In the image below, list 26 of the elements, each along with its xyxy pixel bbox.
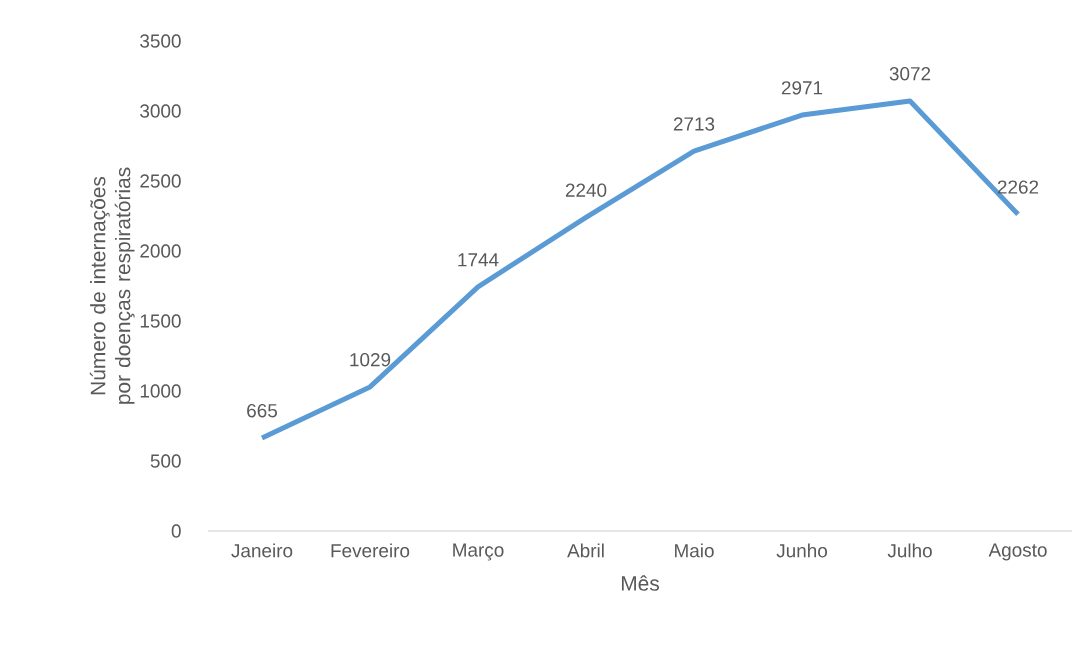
data-label: 1744	[458, 253, 499, 267]
data-label: 665	[247, 403, 277, 418]
x-tick-label: Agosto	[988, 543, 1047, 561]
y-axis-title: Número de internações por doenças respiratórias	[89, 167, 135, 404]
x-tick-label: Abril	[567, 543, 604, 558]
y-tick-label: 500	[150, 454, 181, 468]
y-tick-label: 3500	[140, 34, 181, 48]
y-tick-label: 1500	[140, 314, 181, 328]
x-axis-title: Mês	[621, 575, 660, 591]
data-label: 2971	[781, 81, 823, 95]
data-label: 2262	[997, 180, 1039, 194]
x-tick-label: Fevereiro	[331, 543, 410, 558]
y-tick-label: 0	[171, 524, 181, 538]
x-tick-label: Janeiro	[231, 543, 293, 558]
x-tick-label: Maio	[675, 543, 714, 558]
y-tick-label: 3000	[140, 104, 181, 118]
x-tick-label: Julho	[887, 543, 932, 558]
x-tick-label: Junho	[776, 543, 827, 558]
x-tick-label: Março	[453, 543, 504, 561]
data-label: 3072	[889, 66, 931, 81]
data-label: 2713	[673, 117, 715, 131]
y-tick-label: 2500	[140, 174, 181, 188]
data-label: 2240	[565, 183, 607, 197]
data-label: 1029	[350, 353, 391, 367]
y-tick-label: 2000	[140, 244, 181, 258]
y-tick-label: 1000	[140, 384, 181, 398]
